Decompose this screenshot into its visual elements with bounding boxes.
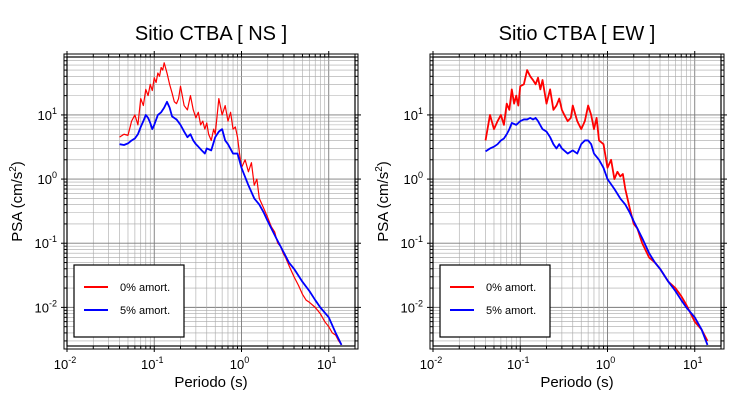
legend-label: 0% amort. [486,282,536,294]
plot-frame-outer [63,53,359,350]
y-axis-label-sup: 2 [374,166,385,172]
x-tick-label: 10-1 [507,355,529,372]
y-axis-label-sup: 2 [8,166,19,172]
chart-panel-2: Sitio CTBA [ EW ] Periodo (s) PSA (cm/s2) 1… [374,23,727,391]
plot-frame [66,56,356,347]
plot-frame-outer [429,53,725,350]
y-tick-label: 10-1 [401,234,423,251]
x-axis-label: Periodo (s) [540,374,613,391]
x-axis-label: Periodo (s) [174,374,247,391]
legend-label: 0% amort. [120,282,170,294]
x-tick-label: 10-1 [141,355,163,372]
y-axis-label-close: ) [9,161,26,166]
x-tick-label: 101 [683,355,702,372]
y-axis-label-close: ) [375,161,392,166]
series-line-damping-5 [119,100,343,346]
chart-panel-1: Sitio CTBA [ NS ] Periodo (s) PSA (cm/s2) 1… [8,23,361,391]
legend-box [73,264,185,338]
legend-label: 5% amort. [486,305,536,317]
x-tick-label: 101 [317,355,336,372]
legend-box [439,264,551,338]
y-tick-label: 100 [38,170,57,187]
x-tick-label: 100 [230,355,249,372]
y-tick-label: 10-1 [35,234,57,251]
y-tick-label: 101 [38,106,57,123]
y-axis-label: PSA (cm/s2) [8,161,26,242]
chart-title: Sitio CTBA [ EW ] [499,23,656,45]
y-tick-label: 100 [404,170,423,187]
y-tick-label: 10-2 [35,298,57,315]
y-axis-label-main: PSA (cm/s [375,172,392,242]
legend: 0% amort. 5% amort. [439,264,551,338]
y-tick-label: 10-2 [401,298,423,315]
x-tick-label: 10-2 [420,355,442,372]
y-axis-label-main: PSA (cm/s [9,172,26,242]
x-tick-label: 10-2 [54,355,76,372]
series-line-damping-0 [119,62,342,346]
plot-frame [432,56,722,347]
legend-label: 5% amort. [120,305,170,317]
series-line-damping-5 [485,116,709,346]
chart-title: Sitio CTBA [ NS ] [135,23,287,45]
y-tick-label: 101 [404,106,423,123]
legend: 0% amort. 5% amort. [73,264,185,338]
series-line-damping-0 [484,69,709,342]
y-axis-label: PSA (cm/s2) [374,161,392,242]
x-tick-label: 100 [596,355,615,372]
